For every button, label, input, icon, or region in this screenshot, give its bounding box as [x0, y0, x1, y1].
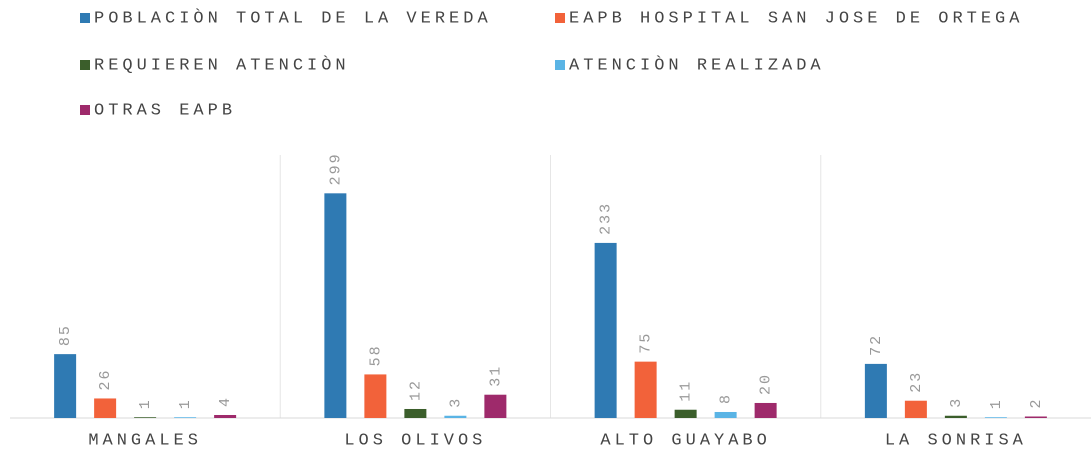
data-label: 4 — [217, 396, 234, 407]
bar — [594, 242, 617, 418]
legend-label: ATENCIÒN REALIZADA — [569, 55, 825, 75]
legend-swatch — [80, 105, 90, 115]
data-label: 3 — [447, 397, 464, 408]
x-tick-label: LA SONRISA — [885, 431, 1027, 450]
bar — [214, 414, 237, 418]
data-label: 26 — [97, 368, 114, 390]
bar — [754, 402, 777, 418]
data-label: 1 — [177, 398, 194, 409]
data-label: 1 — [137, 398, 154, 409]
bar — [94, 398, 117, 418]
data-label: 72 — [868, 334, 885, 356]
data-label: 11 — [678, 380, 695, 402]
legend-label: OTRAS EAPB — [94, 101, 236, 120]
data-label: 75 — [638, 332, 655, 354]
bar — [404, 408, 427, 418]
data-label: 23 — [908, 371, 925, 393]
x-tick-label: ALTO GUAYABO — [600, 431, 770, 450]
bar — [864, 363, 887, 418]
bar — [1024, 416, 1047, 418]
data-label: 8 — [718, 393, 735, 404]
bar — [364, 374, 387, 418]
data-label: 85 — [57, 324, 74, 346]
data-label: 31 — [487, 365, 504, 387]
bar — [484, 394, 507, 418]
bar — [714, 411, 737, 418]
legend-swatch — [555, 13, 565, 23]
data-label: 299 — [327, 152, 344, 185]
bar — [324, 193, 347, 418]
legend-swatch — [80, 60, 90, 70]
data-label: 233 — [598, 202, 615, 235]
legend-label: EAPB HOSPITAL SAN JOSE DE ORTEGA — [569, 9, 1023, 28]
bar — [634, 361, 657, 418]
data-label: 58 — [367, 344, 384, 366]
bar — [134, 417, 157, 418]
x-tick-label: LOS OLIVOS — [344, 431, 486, 450]
x-tick-label: MANGALES — [88, 431, 202, 450]
legend-label: POBLACIÒN TOTAL DE LA VEREDA — [94, 8, 492, 28]
data-label: 3 — [948, 397, 965, 408]
data-label: 12 — [407, 379, 424, 401]
bar — [674, 409, 697, 418]
bar — [54, 354, 77, 418]
data-label: 1 — [988, 398, 1005, 409]
legend-label: REQUIEREN ATENCIÒN — [94, 55, 350, 75]
bar — [944, 415, 967, 418]
bar — [984, 417, 1007, 418]
legend-swatch — [555, 60, 565, 70]
legend-swatch — [80, 13, 90, 23]
bar — [444, 415, 467, 418]
bar — [174, 417, 197, 418]
data-label: 20 — [758, 373, 775, 395]
data-label: 2 — [1028, 397, 1045, 408]
bar — [904, 400, 927, 418]
